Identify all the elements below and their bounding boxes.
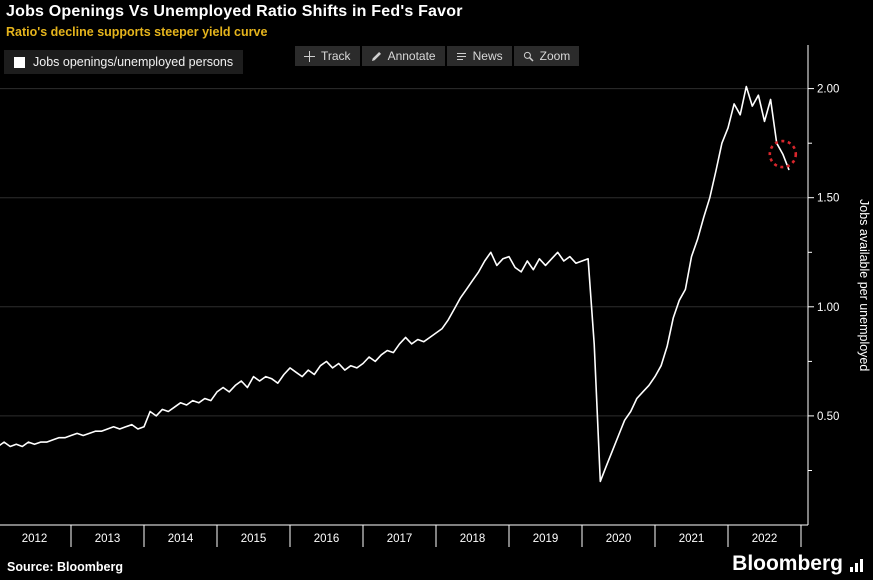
track-button-label: Track [321,49,351,63]
x-tick-label: 2019 [533,533,559,545]
source-note: Source: Bloomberg [7,560,123,574]
x-tick-label: 2017 [387,533,413,545]
y-tick-label: 1.00 [817,302,839,314]
news-button[interactable]: News [446,46,512,66]
x-tick-label: 2013 [95,533,121,545]
pencil-icon [371,51,382,62]
chart-toolbar: Track Annotate News Zoom [295,46,580,66]
legend-label: Jobs openings/unemployed persons [33,55,234,69]
x-tick-label: 2016 [314,533,340,545]
news-button-label: News [472,49,503,63]
bloomberg-logo: Bloomberg [732,553,863,575]
y-tick-label: 1.50 [817,193,839,205]
x-tick-label: 2021 [679,533,705,545]
x-tick-label: 2014 [168,533,194,545]
legend-item[interactable]: Jobs openings/unemployed persons [4,50,244,74]
annotate-button[interactable]: Annotate [361,46,445,66]
news-lines-icon [456,51,467,62]
magnifier-icon [523,51,534,62]
x-tick-label: 2012 [22,533,48,545]
x-tick-label: 2018 [460,533,486,545]
legend-swatch [14,56,25,68]
track-button[interactable]: Track [295,46,360,66]
chart-plot[interactable]: 2012 2013 2014 2015 2016 2017 2018 2019 2020 2021… [0,45,873,553]
y-tick-label: 0.50 [817,411,839,423]
zoom-button-label: Zoom [539,49,571,63]
chart-subtitle: Ratio's decline supports steeper yield c… [6,25,268,39]
y-axis-title: Jobs available per unemployed [857,198,871,372]
bloomberg-bars-icon [850,559,863,575]
annotate-button-label: Annotate [387,49,436,63]
crosshair-icon [304,50,315,62]
x-tick-label: 2020 [606,533,632,545]
zoom-button[interactable]: Zoom [513,46,580,66]
x-tick-label: 2015 [241,533,267,545]
series-line [0,85,790,483]
chart-title: Jobs Openings Vs Unemployed Ratio Shifts… [6,3,463,20]
y-tick-label: 2.00 [817,84,839,96]
highlight-circle-annotation [768,139,798,169]
x-tick-label: 2022 [752,533,778,545]
bloomberg-wordmark: Bloomberg [732,552,843,575]
